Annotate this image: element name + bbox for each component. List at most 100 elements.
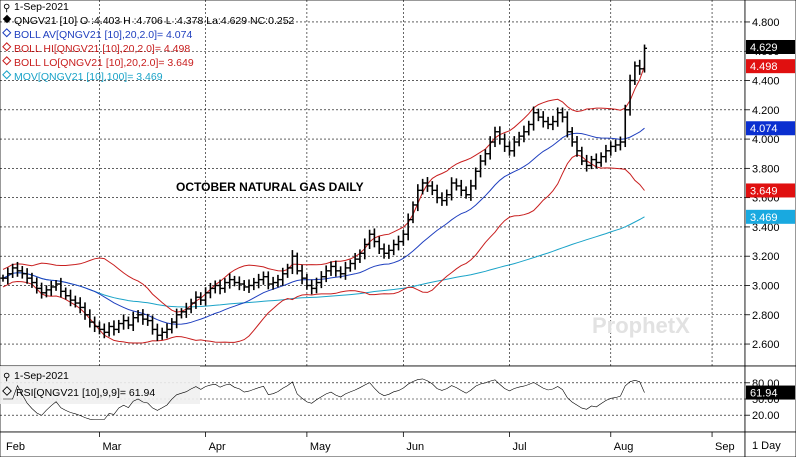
ohlc-bar	[125, 316, 131, 330]
ohlc-bar	[241, 280, 247, 291]
ohlc-bar	[420, 178, 426, 195]
magnifier-icon[interactable]: ⚲	[3, 3, 10, 14]
price-badge-label: 4.074	[750, 123, 778, 135]
ohlc-bar	[212, 280, 218, 294]
ohlc-bar	[24, 268, 30, 284]
ohlc-bar	[188, 298, 194, 314]
price-tick-label: 4.800	[752, 17, 780, 29]
ohlc-bar	[265, 271, 271, 290]
ohlc-bar	[217, 279, 223, 295]
chart-annotation: OCTOBER NATURAL GAS DAILY	[176, 180, 364, 194]
period-label[interactable]: 1 Day	[752, 440, 781, 452]
ohlc-bar	[289, 250, 295, 275]
bollinger-average-line	[2, 127, 645, 325]
price-tick-label: 2.800	[752, 310, 780, 322]
price-tick-label: 3.000	[752, 280, 780, 292]
ohlc-bar	[106, 322, 112, 337]
ohlc-bar	[511, 136, 517, 157]
ohlc-bar	[299, 264, 305, 285]
ohlc-bar	[482, 149, 488, 166]
ohlc-bar	[280, 267, 286, 286]
ohlc-bar	[492, 126, 498, 148]
ohlc-bar	[10, 263, 16, 278]
ohlc-bar	[338, 266, 344, 279]
rsi-value-badge	[746, 385, 795, 400]
ohlc-bar	[342, 261, 348, 280]
month-label: Sep	[715, 441, 735, 453]
month-label: Jun	[406, 441, 424, 453]
ohlc-bar	[193, 291, 199, 309]
ohlc-bar	[77, 297, 83, 314]
ohlc-bar	[207, 282, 213, 299]
ohlc-bar	[154, 323, 160, 341]
ohlc-bar	[285, 263, 291, 278]
ohlc-bar	[92, 316, 98, 333]
month-labels: Feb Mar Apr May Jun Jul Aug Sep	[6, 432, 735, 453]
indicator-lines	[2, 66, 645, 344]
bollinger-lower-line	[2, 154, 645, 344]
price-badge	[746, 39, 795, 54]
rsi-line	[3, 378, 645, 420]
ohlc-bar	[415, 184, 421, 212]
ohlc-bar	[434, 184, 440, 204]
ohlc-bar	[362, 238, 368, 260]
ohlc-bar	[333, 260, 339, 277]
ohlc-bar	[96, 321, 102, 335]
price-tick-label: 3.800	[752, 163, 780, 175]
ohlc-bar	[540, 111, 546, 128]
ohlc-bar	[63, 287, 69, 300]
ohlc-bar	[357, 249, 363, 263]
ohlc-bar	[545, 116, 551, 130]
ohlc-bar	[198, 292, 204, 306]
ohlc-bar	[222, 278, 228, 293]
price-badge-label: 4.629	[750, 42, 778, 54]
ohlc-bar	[39, 282, 45, 299]
ohlc-bar	[468, 179, 474, 201]
ohlc-bar	[487, 136, 493, 160]
ohlc-bar	[174, 308, 180, 329]
ohlc-bar	[458, 179, 464, 197]
rsi-magnifier-icon[interactable]: ⚲	[3, 372, 10, 383]
ohlc-bar	[58, 277, 64, 298]
ohlc-bar	[34, 277, 40, 294]
rsi-diamond-icon	[2, 386, 12, 396]
ohlc-bar	[560, 107, 566, 123]
header-quote: QNGV21 [10] O :4.403 H :4.706 L :4.378 L…	[14, 15, 295, 27]
ohlc-bar	[439, 192, 445, 206]
ohlc-bar	[68, 289, 74, 307]
watermark: ProphetX	[592, 313, 690, 338]
rsi-label: RSI[QNGV21 [10],9,9]= 61.94	[16, 387, 155, 399]
horizontal-gridlines	[0, 21, 745, 345]
ohlc-bar	[502, 133, 508, 152]
legend-rows: BOLL AV[QNGV21 [10],20,2.0]= 4.074 BOLL H…	[2, 28, 194, 83]
rsi-panel: 1-Sep-2021 ⚲ RSI[QNGV21 [10],9,9]= 61.94…	[0, 365, 796, 433]
ohlc-bar	[236, 276, 242, 291]
ohlc-bar	[564, 111, 570, 138]
ohlc-bar	[82, 302, 88, 320]
bollinger-upper-line	[2, 66, 645, 313]
price-tick-label: 4.400	[752, 76, 780, 88]
ohlc-bar	[637, 59, 643, 75]
ohlc-bar	[613, 139, 619, 152]
price-tick-label: 4.000	[752, 134, 780, 146]
ohlc-bar	[159, 327, 165, 340]
legend-diamond-icon	[2, 28, 12, 38]
ohlc-bar	[617, 136, 623, 151]
month-label: Mar	[102, 441, 121, 453]
price-badge	[746, 59, 795, 74]
ohlc-bar	[323, 265, 329, 283]
ohlc-bar	[169, 318, 175, 334]
ohlc-bar	[376, 236, 382, 254]
ohlc-bar	[598, 152, 604, 167]
ohlc-bar	[588, 155, 594, 170]
price-tick-label: 3.200	[752, 251, 780, 263]
ohlc-bar	[294, 252, 300, 275]
ohlc-bar	[304, 273, 310, 290]
ohlc-bar	[473, 167, 479, 190]
legend-diamond-icon	[2, 70, 12, 80]
price-badge-label: 3.469	[750, 212, 778, 224]
ohlc-bar	[270, 276, 276, 290]
ohlc-bar	[246, 279, 252, 293]
ohlc-bar	[521, 125, 527, 143]
